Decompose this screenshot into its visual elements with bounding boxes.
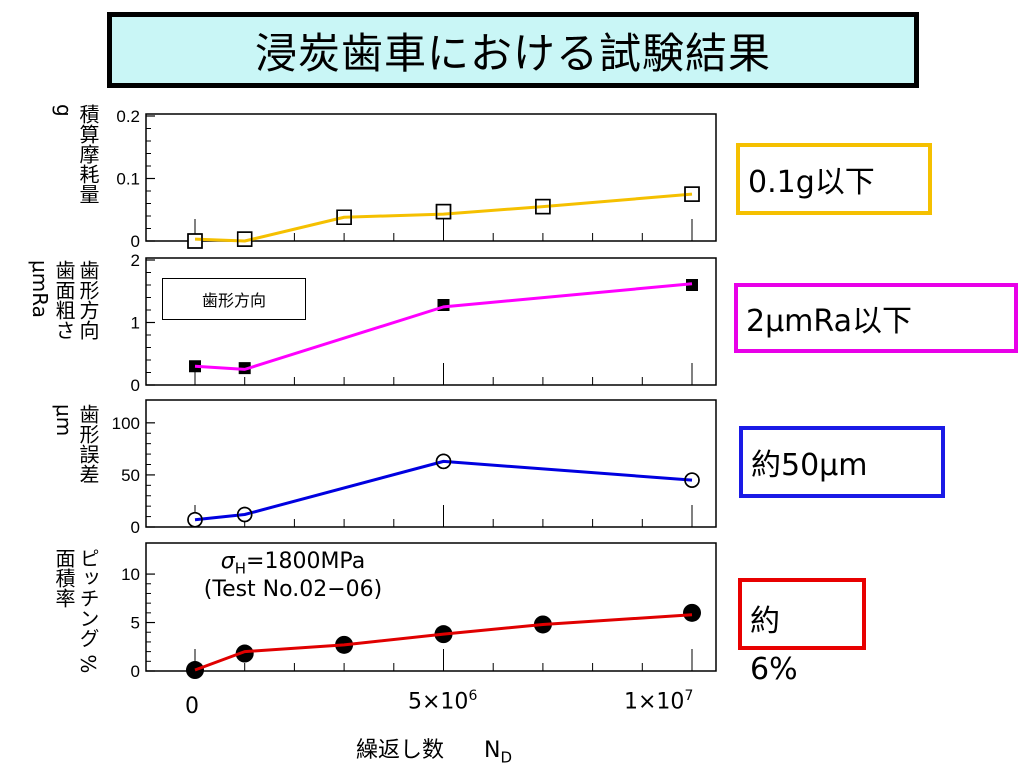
- note-test-no: (Test No.02−06): [203, 577, 383, 603]
- panel-2-ytick-label: 0: [131, 376, 140, 395]
- panel-4-point: [683, 603, 701, 622]
- note-stress: =1800MPa: [246, 549, 366, 574]
- panel-3-point-outline: [236, 506, 253, 523]
- panel-2-ytick-label: 1: [131, 314, 140, 333]
- panel-3-ylabel: 歯形誤差 μm: [52, 404, 100, 484]
- slide-title: 浸炭歯車における試験結果: [107, 12, 919, 88]
- panel-1-ytick-label: 0: [131, 232, 140, 251]
- test-condition-note: σH=1800MPa (Test No.02−06): [168, 549, 418, 602]
- panel-2-frame: [145, 257, 717, 386]
- panel-1-ytick-label: 0.1: [116, 170, 140, 189]
- x-tick-0: 0: [185, 694, 199, 719]
- panel-2-series-line: [194, 282, 693, 371]
- panel-1-point: [187, 233, 203, 249]
- panel-3-point-outline: [684, 472, 700, 488]
- panel-1-point-outline: [684, 186, 700, 202]
- panel-4-point: [235, 644, 254, 663]
- panel-4-ytick-label: 10: [121, 565, 140, 584]
- panel-1-series-line: [194, 192, 693, 243]
- panel-1-ylabel: 積算摩耗量 g: [52, 104, 100, 204]
- panel-1-frame: [145, 113, 717, 242]
- panel-3-point-outline: [187, 511, 203, 528]
- panel-4-frame: [145, 542, 717, 672]
- result-pitting-value: 6%: [750, 652, 798, 687]
- panel-3-series-line: [194, 459, 693, 522]
- panel-1-point-outline: [336, 209, 352, 225]
- panel-2-ylabel: 歯形方向 歯面粗さ μmRa: [28, 260, 100, 340]
- result-profile-error: 約50μm: [739, 426, 945, 498]
- panel-3-ytick-label: 100: [112, 414, 140, 433]
- panel-2-ytick-label: 2: [131, 251, 140, 270]
- panel-1-point-outline: [236, 231, 253, 247]
- result-roughness: 2μmRa以下: [734, 283, 1018, 353]
- panel-1-point-outline: [535, 198, 551, 215]
- x-tick-5e6: 5×106: [408, 688, 478, 715]
- note-sigma-sub: H: [234, 559, 247, 578]
- panel-3-ytick-label: 0: [131, 518, 140, 537]
- panel-3-frame: [145, 399, 717, 528]
- result-pitting: 約: [738, 578, 866, 650]
- panel-3-point-outline: [435, 453, 452, 470]
- panel-4-ylabel: ピッチング % 面積率: [52, 548, 100, 674]
- panel-1-point-outline: [187, 233, 203, 249]
- result-wear: 0.1g以下: [736, 143, 932, 215]
- panel-4-series-line: [194, 613, 693, 672]
- x-tick-1e7: 1×107: [624, 688, 694, 715]
- legend-profile-direction: 歯形方向: [162, 278, 306, 320]
- panel-4-ytick-label: 5: [131, 614, 140, 633]
- x-axis-title: 繰返し数 ND: [356, 738, 513, 767]
- panel-1-point-outline: [435, 203, 452, 220]
- note-sigma: σ: [220, 549, 235, 574]
- panel-1-ytick-label: 0.2: [116, 107, 140, 126]
- panel-1-point: [435, 203, 452, 220]
- panel-3-ytick-label: 50: [121, 466, 140, 485]
- panel-4-ytick-label: 0: [131, 662, 140, 681]
